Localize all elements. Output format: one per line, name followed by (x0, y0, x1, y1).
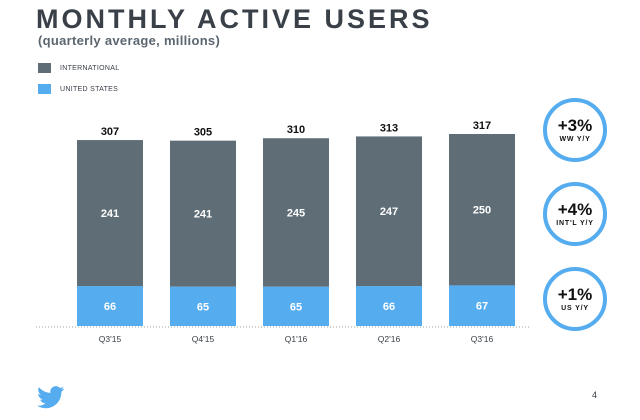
bar-united-states (263, 286, 329, 326)
badge-intl-growth: +4% INT'L Y/Y (543, 182, 607, 246)
bar-international (77, 140, 143, 287)
page-number: 4 (592, 390, 598, 400)
bar-label-international: 245 (287, 207, 305, 219)
bar-united-states (170, 286, 236, 326)
badge-ww-value: +3% (557, 116, 593, 135)
x-tick-label: Q3'15 (99, 334, 122, 344)
badge-ww-growth: +3% WW Y/Y (543, 98, 607, 162)
bar-international (356, 136, 422, 287)
badge-intl-value: +4% (557, 200, 593, 219)
legend: INTERNATIONAL UNITED STATES (38, 62, 119, 104)
bar-total-label: 317 (473, 120, 491, 132)
bar-international (170, 140, 236, 287)
badge-us-label: US Y/Y (561, 305, 589, 312)
badge-us-value: +1% (557, 285, 593, 304)
x-tick-label: Q3'16 (471, 334, 494, 344)
chart-title: MONTHLY ACTIVE USERS (36, 4, 433, 34)
bar-label-international: 250 (473, 205, 491, 217)
legend-swatch-international (38, 63, 51, 73)
legend-item-united-states: UNITED STATES (38, 83, 119, 95)
legend-label-united-states: UNITED STATES (60, 85, 119, 93)
x-tick-label: Q2'16 (378, 334, 401, 344)
bar-united-states (356, 286, 422, 326)
twitter-bird-icon (37, 386, 65, 409)
x-tick-label: Q4'15 (192, 334, 215, 344)
bar-label-international: 241 (101, 208, 119, 220)
bar-label-united-states: 66 (104, 301, 116, 313)
bar-total-label: 305 (194, 127, 212, 139)
bar-international (449, 134, 515, 286)
legend-item-international: INTERNATIONAL (38, 62, 119, 74)
chart-subtitle: (quarterly average, millions) (38, 33, 221, 48)
legend-swatch-united-states (38, 84, 51, 94)
bar-label-united-states: 65 (290, 301, 302, 313)
bar-total-label: 313 (380, 122, 398, 134)
badge-intl-label: INT'L Y/Y (556, 220, 594, 227)
bar-label-united-states: 65 (197, 301, 209, 313)
bar-label-international: 247 (380, 206, 398, 218)
bar-label-united-states: 67 (476, 301, 488, 313)
bar-total-label: 310 (287, 124, 305, 136)
bar-label-united-states: 66 (383, 301, 395, 313)
bar-label-international: 241 (194, 209, 212, 221)
bar-united-states (449, 285, 515, 326)
badge-us-growth: +1% US Y/Y (543, 267, 607, 331)
bar-united-states (77, 286, 143, 326)
bar-total-label: 307 (101, 126, 119, 138)
badge-ww-label: WW Y/Y (559, 136, 591, 143)
legend-label-international: INTERNATIONAL (60, 64, 120, 72)
bar-international (263, 138, 329, 287)
x-tick-label: Q1'16 (285, 334, 308, 344)
